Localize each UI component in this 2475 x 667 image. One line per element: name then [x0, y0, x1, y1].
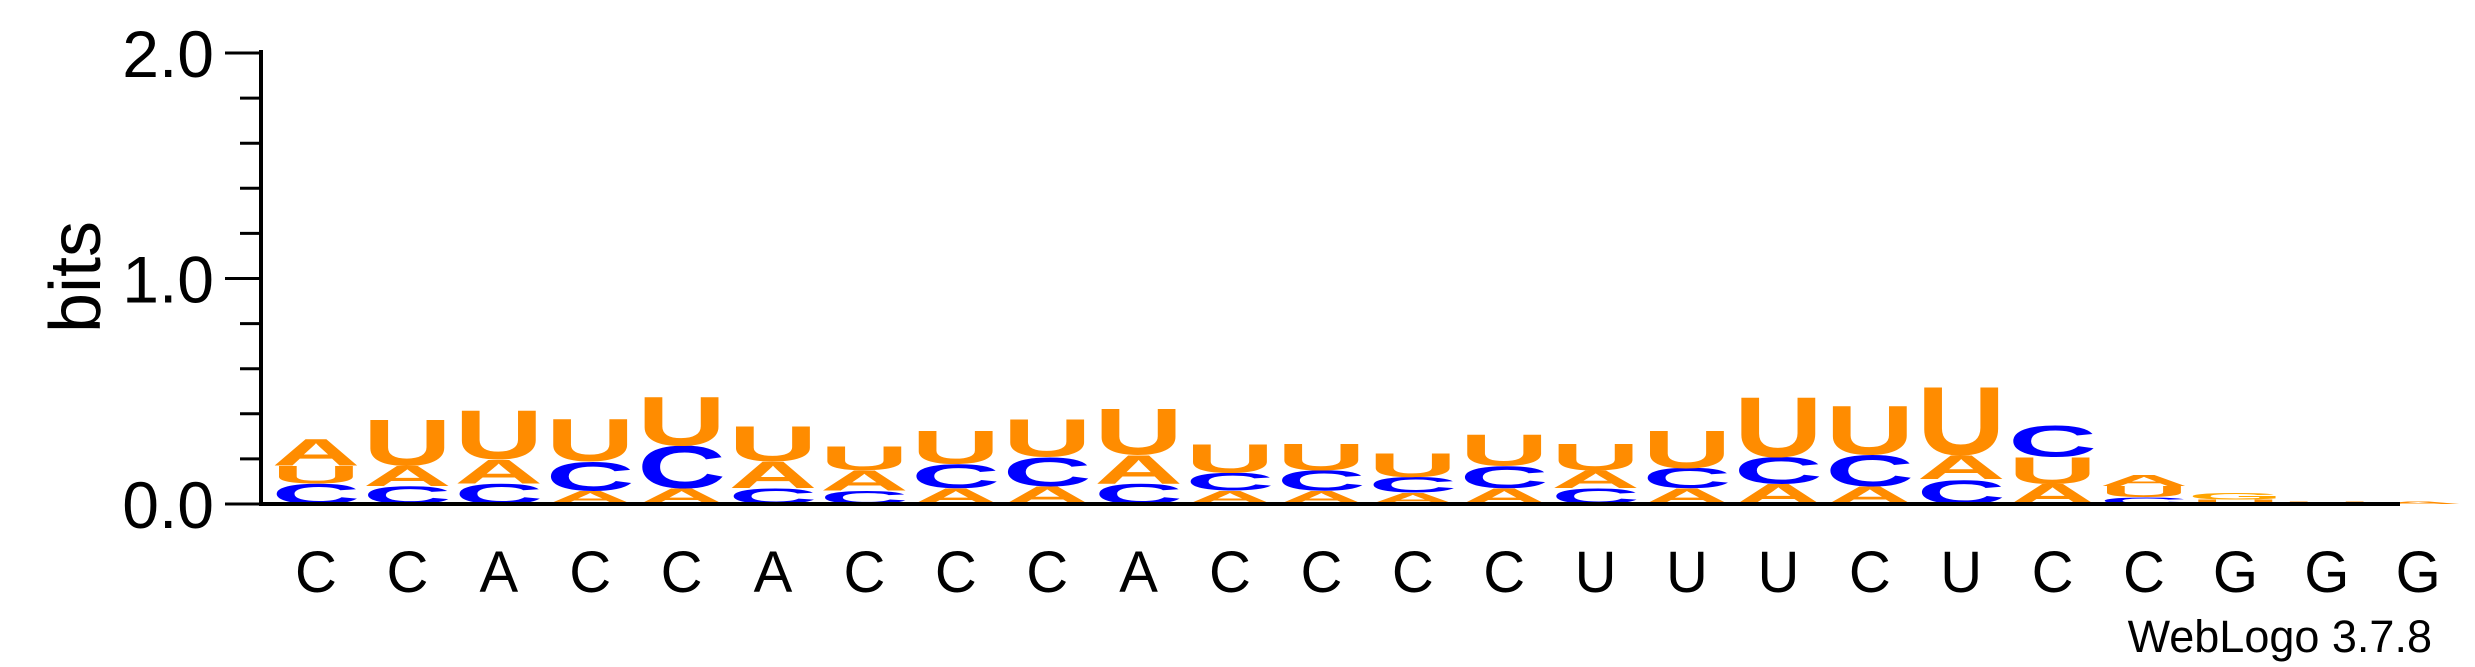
logo-letter-U: U: [1643, 420, 1732, 480]
logo-letter-U: U: [2191, 498, 2280, 505]
logo-letter-C: C: [1460, 460, 1549, 495]
x-position-label: C: [1483, 540, 1525, 605]
x-position-label: C: [2032, 540, 2074, 605]
logo-letter-U: U: [1734, 380, 1823, 475]
logo-letter-C: C: [546, 454, 635, 500]
x-position-label: U: [1940, 540, 1982, 605]
logo-letter-U: U: [911, 421, 1000, 474]
x-position-label: G: [2396, 540, 2441, 605]
x-position-label: G: [2213, 540, 2258, 605]
logo-letter-A: A: [820, 465, 909, 497]
logo-letter-U: U: [272, 461, 361, 489]
logo-letter-U: U: [546, 408, 635, 474]
logo-letter-U: U: [454, 397, 543, 474]
x-position-label: C: [1209, 540, 1251, 605]
logo-letter-C: C: [1825, 446, 1914, 496]
x-position-label: C: [569, 540, 611, 605]
y-axis-label: bits: [36, 221, 116, 333]
y-tick-label: 0.0: [122, 468, 214, 542]
x-position-label: C: [295, 540, 337, 605]
logo-letter-A: A: [2100, 472, 2189, 490]
logo-letter-U: U: [1551, 436, 1640, 478]
logo-letter-C: C: [1368, 473, 1457, 498]
logo-letter-A: A: [2374, 501, 2463, 505]
x-position-label: A: [479, 540, 518, 605]
x-position-label: C: [1300, 540, 1342, 605]
x-position-label: C: [935, 540, 977, 605]
logo-letter-C: C: [911, 457, 1000, 496]
logo-letter-A: A: [1917, 448, 2006, 487]
x-position-label: C: [1392, 540, 1434, 605]
logo-letter-A: A: [1094, 447, 1183, 493]
logo-letter-U: U: [1003, 409, 1092, 469]
y-tick-label: 1.0: [122, 243, 214, 317]
logo-letter-U: U: [637, 384, 726, 461]
logo-letter-A: A: [454, 453, 543, 492]
logo-letter-C: C: [637, 435, 726, 501]
x-position-label: C: [386, 540, 428, 605]
logo-letter-C: C: [1277, 465, 1366, 497]
x-position-label: C: [661, 540, 703, 605]
logo-letter-C: C: [1186, 468, 1275, 496]
x-position-label: G: [2304, 540, 2349, 605]
logo-stacks: CUACAUCAUACUACUCAUCAUACUACUCAUACUACUACUA…: [272, 366, 2463, 511]
logo-letter-U: U: [729, 416, 818, 472]
x-position-label: A: [1119, 540, 1158, 605]
x-position-label: C: [843, 540, 885, 605]
x-position-label: C: [1026, 540, 1068, 605]
x-position-label: U: [1666, 540, 1708, 605]
logo-letter-U: U: [363, 406, 452, 480]
logo-letter-C: C: [2008, 417, 2097, 467]
logo-letter-U: U: [1186, 436, 1275, 482]
logo-letter-U: U: [2008, 450, 2097, 492]
logo-letter-C: C: [1643, 462, 1732, 494]
x-position-label: C: [2123, 540, 2165, 605]
y-tick-label: 2.0: [122, 17, 214, 91]
logo-letter-U: U: [1368, 446, 1457, 485]
logo-letter-U: U: [1825, 393, 1914, 470]
logo-letter-U: U: [1460, 426, 1549, 476]
x-position-label: U: [1757, 540, 1799, 605]
logo-letter-U: U: [1094, 395, 1183, 469]
y-axis-ticks: 0.0 1.0 2.0: [122, 17, 261, 542]
weblogo-credit: WebLogo 3.7.8: [2128, 611, 2432, 662]
logo-letter-U: U: [1277, 436, 1366, 478]
logo-letter-A: A: [729, 455, 818, 497]
x-position-label: A: [754, 540, 793, 605]
logo-letter-A: A: [363, 460, 452, 492]
logo-letter-C: C: [1003, 449, 1092, 495]
logo-letter-A: A: [1551, 465, 1640, 493]
logo-letter-C: C: [2100, 496, 2189, 507]
logo-letter-U: U: [1917, 366, 2006, 475]
logo-letter-G: G: [2188, 491, 2284, 502]
x-position-label: U: [1575, 540, 1617, 605]
logo-letter-U: U: [2100, 483, 2189, 501]
logo-letter-U: U: [820, 439, 909, 478]
logo-letter-C: C: [1734, 450, 1823, 492]
logo-letter-A: A: [272, 432, 361, 474]
x-position-label: C: [1849, 540, 1891, 605]
